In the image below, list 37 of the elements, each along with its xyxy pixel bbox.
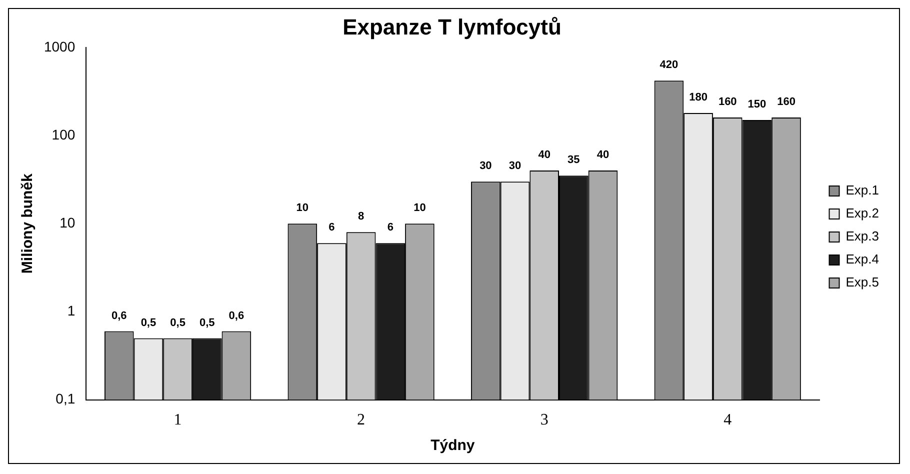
data-label: 10 [296, 202, 309, 214]
y-tick-label: 1000 [44, 38, 76, 54]
data-label: 160 [777, 96, 796, 108]
data-label: 40 [596, 149, 610, 162]
data-label: 8 [358, 210, 364, 223]
x-tick-label: 3 [540, 412, 548, 429]
legend-label: Exp.2 [846, 206, 880, 221]
chart-title: Expanze T lymfocytů [342, 14, 562, 40]
data-label: 0,6 [228, 310, 244, 322]
data-label: 0,5 [199, 316, 215, 329]
data-label: 30 [508, 160, 522, 172]
data-label: 420 [660, 59, 678, 72]
data-label: 10 [414, 202, 426, 214]
y-tick-label: 0,1 [56, 390, 76, 407]
data-label: 0,5 [140, 316, 156, 329]
data-label: 0,6 [111, 310, 127, 322]
y-tick-label: 10 [60, 214, 76, 230]
y-tick-label: 100 [52, 126, 76, 142]
data-label: 35 [568, 154, 580, 166]
data-label: 0,5 [170, 316, 186, 329]
x-tick-label: 4 [724, 412, 732, 429]
data-label: 6 [387, 222, 394, 234]
data-label: 30 [480, 160, 492, 172]
data-label: 150 [748, 98, 766, 111]
x-tick-label: 2 [357, 412, 366, 429]
legend-label: Exp.4 [846, 252, 880, 267]
legend-label: Exp.5 [846, 274, 880, 290]
x-axis-title: Týdny [430, 437, 476, 454]
data-label: 180 [689, 92, 708, 104]
data-label: 6 [328, 222, 335, 234]
legend-label: Exp.3 [846, 228, 880, 244]
y-tick-label: 1 [67, 302, 76, 319]
data-label: 160 [718, 96, 737, 108]
y-axis-title: Miliony buněk [19, 172, 36, 274]
legend-label: Exp.1 [846, 182, 880, 198]
x-tick-label: 1 [174, 412, 182, 429]
data-label: 40 [538, 149, 550, 162]
